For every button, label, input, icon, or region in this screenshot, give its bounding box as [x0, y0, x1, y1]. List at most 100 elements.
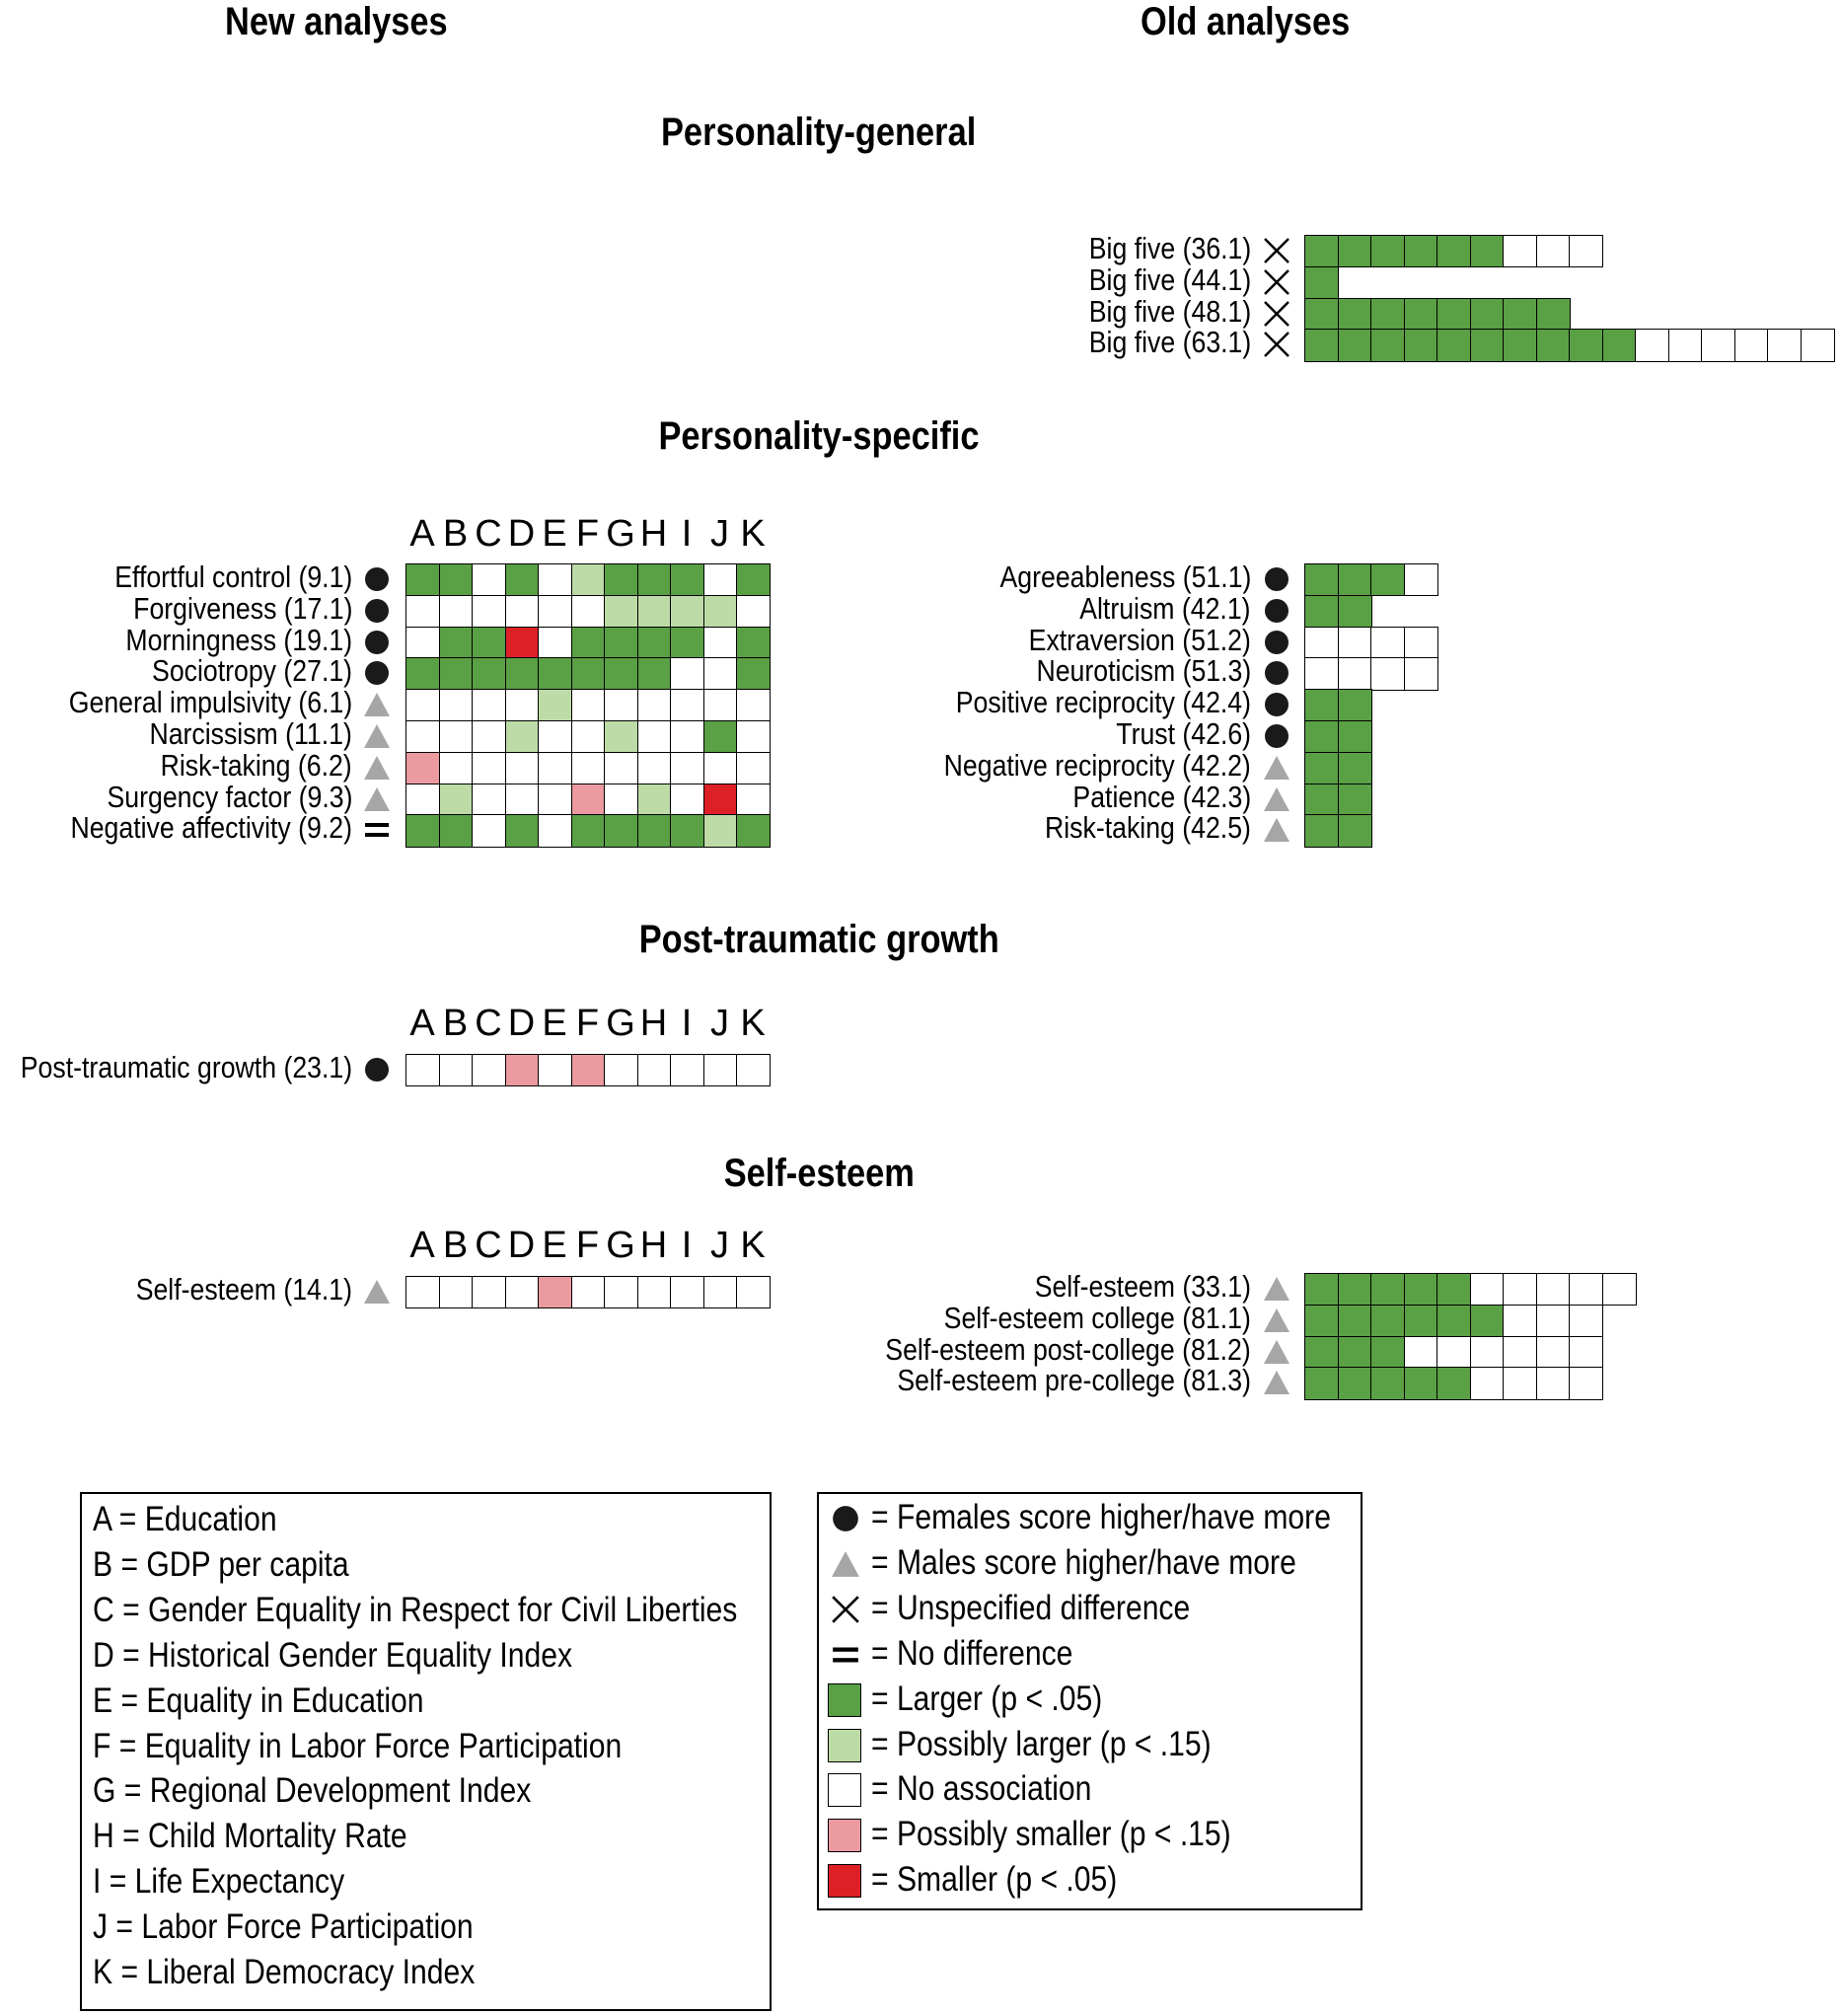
- legend-symbols: [817, 1492, 1362, 1910]
- grid-cell: [1337, 751, 1372, 785]
- grid-cell: [1337, 657, 1372, 691]
- grid-cell: [702, 594, 738, 629]
- triangle-icon: [364, 724, 390, 748]
- row-label: Self-esteem (33.1): [1034, 1269, 1251, 1304]
- legend-symbol-item: = No difference: [871, 1633, 1073, 1673]
- column-header: F: [575, 513, 600, 555]
- legend-swatch: [828, 1773, 861, 1808]
- grid-cell: [504, 783, 540, 816]
- column-header: E: [542, 513, 567, 555]
- cross-icon: [1264, 300, 1289, 327]
- new-analyses-header: New analyses: [225, 0, 448, 43]
- grid-cell: [405, 814, 440, 848]
- grid-cell: [1337, 689, 1372, 722]
- grid-cell: [1569, 235, 1603, 268]
- grid-cell: [1436, 1273, 1471, 1307]
- column-header: D: [507, 1003, 536, 1044]
- section-personality-specific: Personality-specific: [658, 414, 980, 458]
- row-label: Extraversion (51.2): [1028, 622, 1251, 657]
- row-label: Big five (36.1): [1088, 231, 1251, 265]
- row-label: Neuroticism (51.3): [1036, 653, 1251, 689]
- row-label: General impulsivity (6.1): [68, 685, 352, 720]
- grid-cell: [1370, 235, 1405, 268]
- grid-cell: [472, 1054, 506, 1087]
- grid-cell: [604, 657, 638, 691]
- grid-cell: [1535, 1335, 1571, 1369]
- grid-cell: [1337, 563, 1372, 597]
- grid-cell: [405, 720, 440, 754]
- grid-cell: [570, 720, 606, 754]
- grid-cell: [1436, 1367, 1471, 1400]
- grid-cell: [1370, 1304, 1405, 1338]
- grid-cell: [1469, 1273, 1505, 1307]
- legend-variable-item: B = GDP per capita: [93, 1544, 349, 1584]
- column-header: D: [507, 1225, 536, 1266]
- grid-cell: [1403, 1304, 1438, 1338]
- grid-cell: [1304, 1335, 1339, 1369]
- grid-cell: [472, 689, 506, 722]
- column-header: A: [409, 1003, 435, 1044]
- circle-icon: [1265, 598, 1289, 623]
- grid-cell: [702, 814, 738, 848]
- grid-cell: [736, 1054, 771, 1087]
- grid-cell: [702, 1054, 738, 1087]
- grid-cell: [1304, 720, 1339, 754]
- grid-cell: [438, 1276, 474, 1309]
- grid-cell: [570, 689, 606, 722]
- grid-cell: [1469, 1335, 1505, 1369]
- grid-cell: [570, 594, 606, 629]
- column-header: H: [639, 1225, 668, 1266]
- grid-cell: [1304, 814, 1339, 848]
- grid-cell: [670, 751, 704, 785]
- old-analyses-header: Old analyses: [1141, 0, 1351, 43]
- row-label: Big five (48.1): [1088, 293, 1251, 329]
- grid-cell: [736, 720, 771, 754]
- grid-cell: [1370, 1335, 1405, 1369]
- grid-cell: [636, 563, 672, 597]
- triangle-icon: [364, 693, 390, 717]
- column-header: G: [606, 1003, 635, 1044]
- column-header: C: [475, 1225, 502, 1266]
- row-label: Positive reciprocity (42.4): [955, 685, 1251, 720]
- grid-cell: [1601, 329, 1637, 362]
- grid-cell: [1667, 329, 1703, 362]
- grid-cell: [1304, 1273, 1339, 1307]
- grid-cell: [636, 1276, 672, 1309]
- grid-cell: [1337, 783, 1372, 816]
- grid-cell: [670, 1276, 704, 1309]
- grid-cell: [1503, 1367, 1537, 1400]
- legend-symbol-item: = Possibly smaller (p < .15): [871, 1815, 1231, 1854]
- grid-cell: [1469, 1367, 1505, 1400]
- grid-cell: [438, 720, 474, 754]
- section-self-esteem: Self-esteem: [723, 1152, 915, 1195]
- legend-symbol-item: = Females score higher/have more: [871, 1498, 1331, 1536]
- grid-cell: [1469, 235, 1505, 268]
- row-label: Self-esteem post-college (81.2): [885, 1331, 1251, 1367]
- legend-symbol-item: = Larger (p < .05): [871, 1679, 1103, 1718]
- column-header: C: [475, 513, 502, 555]
- grid-cell: [1535, 1367, 1571, 1400]
- grid-cell: [405, 594, 440, 629]
- legend-variable-item: D = Historical Gender Equality Index: [93, 1635, 573, 1675]
- grid-cell: [1370, 563, 1405, 597]
- grid-cell: [438, 594, 474, 629]
- column-header: G: [606, 1225, 635, 1266]
- grid-cell: [504, 563, 540, 597]
- legend-swatch: [828, 1819, 861, 1853]
- row-label: Sociotropy (27.1): [151, 653, 352, 689]
- grid-cell: [1535, 329, 1571, 362]
- grid-cell: [504, 1276, 540, 1309]
- row-label: Self-esteem (14.1): [135, 1272, 352, 1307]
- grid-cell: [1800, 329, 1835, 362]
- grid-cell: [702, 657, 738, 691]
- triangle-icon: [1264, 1339, 1289, 1364]
- grid-cell: [1304, 689, 1339, 722]
- grid-cell: [472, 751, 506, 785]
- column-header: B: [442, 1003, 469, 1044]
- grid-cell: [604, 626, 638, 659]
- grid-cell: [1569, 1273, 1603, 1307]
- grid-cell: [1403, 1367, 1438, 1400]
- legend-variable-item: H = Child Mortality Rate: [93, 1817, 407, 1856]
- grid-cell: [1403, 626, 1438, 659]
- legend-variable-item: C = Gender Equality in Respect for Civil…: [93, 1590, 738, 1629]
